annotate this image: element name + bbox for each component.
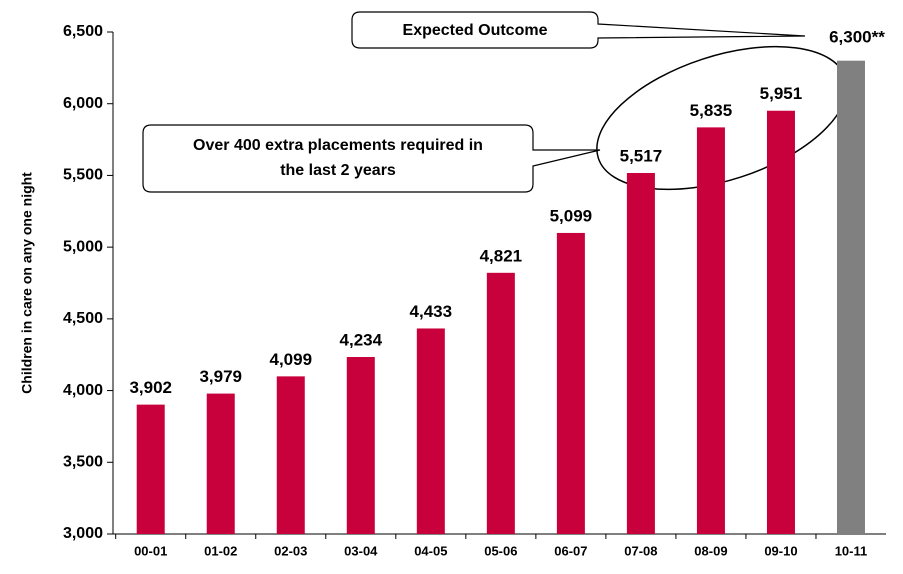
x-tick-label: 04-05 [414,543,447,558]
bar [696,127,725,534]
annotation: Expected Outcome [403,22,548,39]
bar [486,272,515,534]
value-label: 5,835 [690,101,733,120]
y-tick-label: 5,000 [63,238,103,255]
y-tick-label: 5,500 [63,167,103,184]
x-tick-label: 00-01 [134,543,167,558]
x-tick-label: 03-04 [344,543,378,558]
value-label: 6,300** [829,27,885,46]
x-tick-label: 08-09 [694,543,727,558]
bar [416,328,445,534]
bar [626,172,655,534]
value-label: 4,433 [410,302,453,321]
y-tick-label: 4,000 [63,382,103,399]
value-label: 4,099 [269,350,312,369]
bar [766,110,795,535]
bar [206,393,235,534]
bar [276,376,305,534]
y-tick-label: 3,500 [63,454,103,471]
x-tick-label: 07-08 [624,543,657,558]
value-label: 4,821 [480,246,523,265]
callout [351,11,806,49]
annotation: Over 400 extra placements required in [193,137,483,154]
value-label: 5,099 [550,206,593,225]
callout [142,124,601,193]
y-tick-label: 4,500 [63,310,103,327]
bar [556,232,585,535]
x-tick-label: 09-10 [764,543,797,558]
value-label: 5,951 [760,84,803,103]
bar [136,404,165,534]
value-label: 3,902 [129,378,172,397]
value-label: 5,517 [620,146,663,165]
x-tick-label: 05-06 [484,543,517,558]
x-tick-label: 10-11 [835,543,868,558]
bar [836,60,865,534]
y-axis-label: Children in care on any one night [19,172,35,394]
y-tick-label: 6,000 [63,95,103,112]
bar [346,357,375,534]
y-tick-label: 3,000 [63,525,103,542]
y-tick-label: 6,500 [63,23,103,40]
x-tick-label: 02-03 [274,543,307,558]
annotation: the last 2 years [280,162,396,179]
value-label: 3,979 [199,367,242,386]
x-tick-label: 01-02 [204,543,237,558]
x-tick-label: 06-07 [554,543,587,558]
value-label: 4,234 [340,330,383,349]
